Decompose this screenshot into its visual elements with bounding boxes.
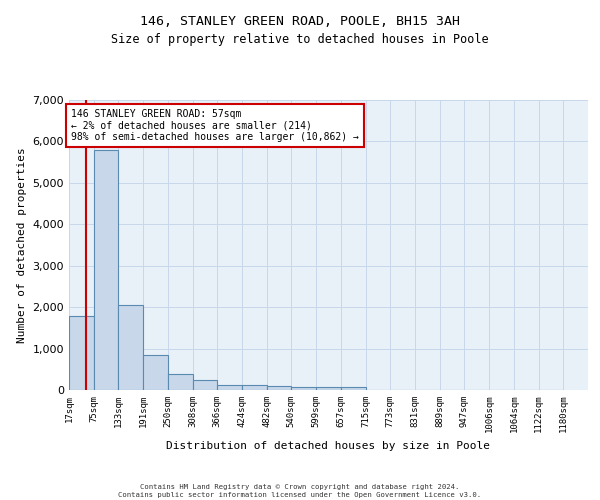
Bar [143,355,167,390]
Text: 146 STANLEY GREEN ROAD: 57sqm
← 2% of detached houses are smaller (214)
98% of s: 146 STANLEY GREEN ROAD: 57sqm ← 2% of de… [71,109,359,142]
Bar [69,316,94,390]
Bar [193,380,217,390]
Y-axis label: Number of detached properties: Number of detached properties [17,147,27,343]
Bar [118,304,143,390]
Text: Size of property relative to detached houses in Poole: Size of property relative to detached ho… [111,32,489,46]
Bar [242,386,266,390]
Bar [292,387,316,390]
Bar [94,150,118,390]
Text: Contains HM Land Registry data © Crown copyright and database right 2024.
Contai: Contains HM Land Registry data © Crown c… [118,484,482,498]
Bar [168,374,193,390]
Bar [217,384,242,390]
Bar [341,388,365,390]
Bar [266,386,292,390]
Text: 146, STANLEY GREEN ROAD, POOLE, BH15 3AH: 146, STANLEY GREEN ROAD, POOLE, BH15 3AH [140,15,460,28]
X-axis label: Distribution of detached houses by size in Poole: Distribution of detached houses by size … [167,441,491,451]
Bar [316,387,341,390]
